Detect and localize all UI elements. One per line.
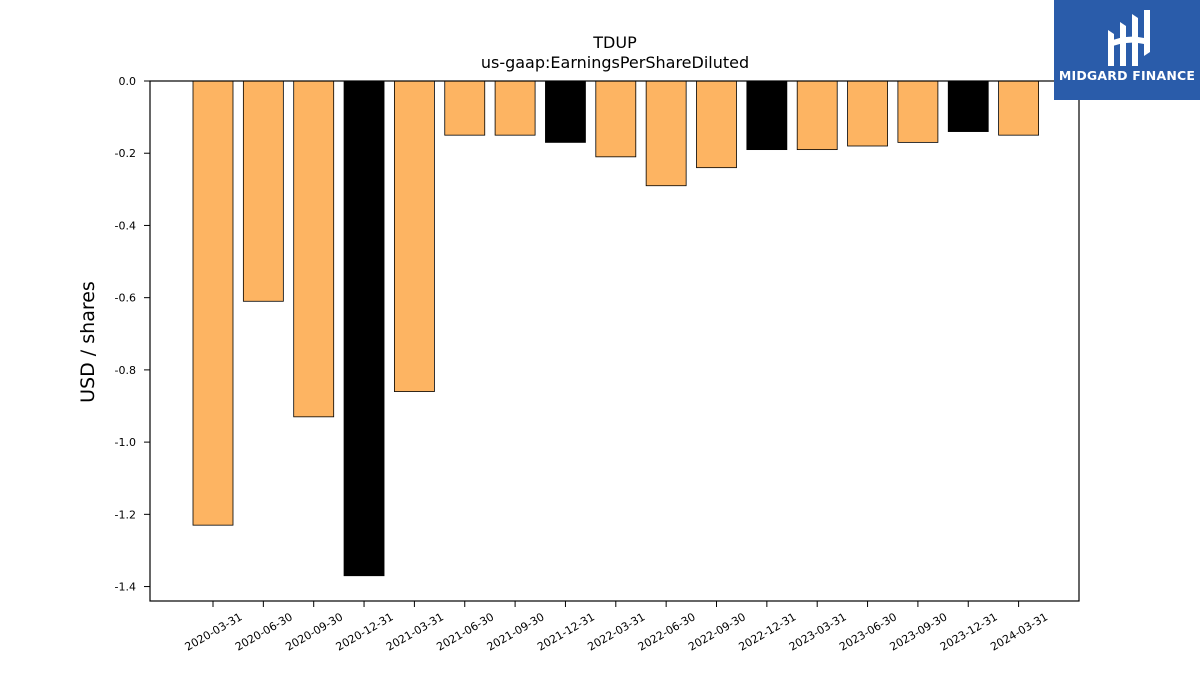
- chart-title: TDUP: [592, 33, 637, 52]
- y-tick-label: -1.2: [115, 508, 136, 521]
- y-tick-label: -0.8: [115, 364, 136, 377]
- y-axis-label: USD / shares: [77, 281, 99, 403]
- x-ticks-group: 2020-03-312020-06-302020-09-302020-12-31…: [183, 601, 1050, 654]
- bar-2021-12-31: [545, 80, 586, 143]
- midgard-logo-icon: [1108, 10, 1150, 66]
- bar-2022-09-30: [696, 80, 737, 169]
- bar-2023-06-30: [847, 80, 888, 147]
- bar-2024-03-31: [998, 80, 1039, 136]
- x-tick-label: 2024-03-31: [988, 610, 1050, 653]
- brand-logo: MIDGARD FINANCE: [1054, 0, 1200, 100]
- bar-2023-12-31: [947, 80, 989, 132]
- y-tick-label: -0.6: [115, 292, 136, 305]
- y-tick-label: -0.4: [115, 219, 136, 232]
- y-tick-label: 0.0: [119, 75, 137, 88]
- y-ticks-group: 0.0 -0.2 -0.4 -0.6 -0.8 -1.0 -1.2 -1.4: [115, 75, 150, 594]
- y-tick-label: -1.0: [115, 436, 136, 449]
- plot-frame: [149, 80, 1080, 602]
- bar-2020-03-31: [192, 80, 234, 526]
- y-tick-label: -0.2: [115, 147, 136, 160]
- bar-2023-03-31: [796, 80, 838, 151]
- bar-2022-03-31: [595, 80, 637, 158]
- bars-group: [192, 80, 1039, 577]
- bar-2023-09-30: [897, 80, 939, 143]
- brand-logo-text: MIDGARD FINANCE: [1058, 68, 1196, 83]
- bar-2020-12-31: [343, 80, 385, 577]
- bar-2020-06-30: [242, 80, 284, 302]
- bar-2022-06-30: [645, 80, 687, 187]
- bar-2021-09-30: [494, 80, 536, 136]
- chart-subtitle: us-gaap:EarningsPerShareDiluted: [481, 53, 749, 72]
- bar-2022-12-31: [746, 80, 788, 151]
- bar-2021-06-30: [444, 80, 486, 136]
- bar-2020-09-30: [293, 80, 335, 418]
- bar-2021-03-31: [393, 80, 435, 392]
- y-tick-label: -1.4: [115, 581, 136, 594]
